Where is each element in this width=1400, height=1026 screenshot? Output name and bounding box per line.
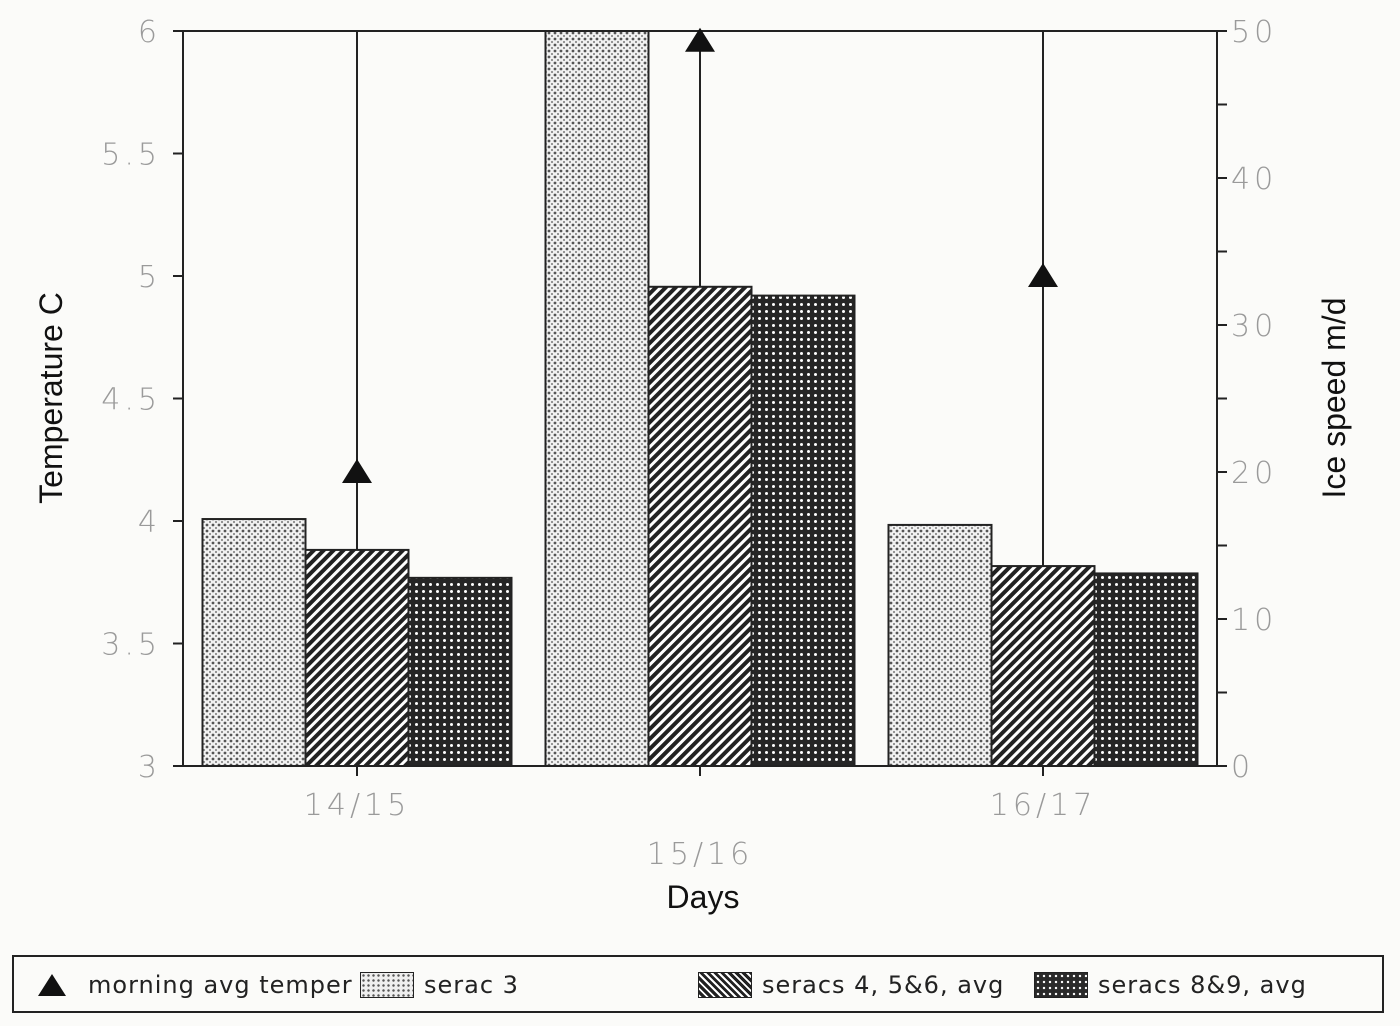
chart: 33.544.555.560102030405014/1515/1616/17 … <box>33 15 1352 915</box>
bar-seracs-8-9-avg <box>407 576 513 768</box>
x-axis-title: Days <box>667 879 740 915</box>
y2-tick-label: 0 <box>1231 750 1254 785</box>
legend-item-seracs-456: seracs 4, 5&6, avg <box>698 967 1004 1003</box>
y2-tick-label: 30 <box>1231 309 1277 344</box>
triangle-marker-icon <box>342 459 372 483</box>
y2-tick-label: 50 <box>1231 15 1277 50</box>
triangle-marker-icon <box>685 27 715 52</box>
y-tick-label: 3.5 <box>101 628 161 663</box>
bar-serac-3 <box>887 523 993 767</box>
bar-seracs-4-5-6-avg <box>304 548 410 767</box>
legend-item-temperature: morning avg temper <box>38 967 353 1003</box>
y-axis-title: Temperature C <box>33 292 69 504</box>
y2-tick-label: 10 <box>1231 603 1277 638</box>
y-tick-label: 4.5 <box>101 383 161 418</box>
triangle-marker-icon <box>1028 263 1058 287</box>
y-tick-label: 5 <box>138 260 161 295</box>
dark-dots-swatch-icon <box>1034 972 1088 998</box>
legend-label: serac 3 <box>424 971 519 999</box>
y-tick-label: 5.5 <box>101 138 161 173</box>
bar-seracs-4-5-6-avg <box>647 285 753 767</box>
bar-serac-3 <box>544 30 650 767</box>
x-tick-label: 16/17 <box>990 788 1096 823</box>
y2-axis-title: Ice speed m/d <box>1316 298 1352 499</box>
legend-label: seracs 8&9, avg <box>1098 971 1307 999</box>
y-tick-label: 4 <box>138 505 161 540</box>
x-tick-label: 15/16 <box>647 837 753 872</box>
y-tick-label: 3 <box>138 750 161 785</box>
legend-item-seracs-89: seracs 8&9, avg <box>1034 967 1307 1003</box>
y2-tick-label: 40 <box>1231 162 1277 197</box>
plot-area: 3 3.5 4 4.5 5 5.5 6 0 10 20 30 40 50 14/15 15/16 16/17 <box>101 15 1277 872</box>
legend-label: seracs 4, 5&6, avg <box>762 971 1005 999</box>
bar-seracs-8-9-avg <box>750 294 856 767</box>
x-tick-label: 14/15 <box>304 788 410 823</box>
triangle-marker-icon <box>38 974 66 996</box>
y-tick-label: 6 <box>138 15 161 50</box>
y2-tick-label: 20 <box>1231 456 1277 491</box>
legend-item-serac3: serac 3 <box>360 967 519 1003</box>
legend-label: morning avg temper <box>88 971 353 999</box>
bar-seracs-4-5-6-avg <box>990 565 1096 768</box>
bar-serac-3 <box>201 518 307 767</box>
light-crosshatch-swatch-icon <box>360 972 414 998</box>
legend: morning avg temper serac 3 seracs 4, 5&6… <box>12 955 1384 1013</box>
bar-seracs-8-9-avg <box>1093 572 1199 767</box>
diagonal-hatch-swatch-icon <box>698 972 752 998</box>
